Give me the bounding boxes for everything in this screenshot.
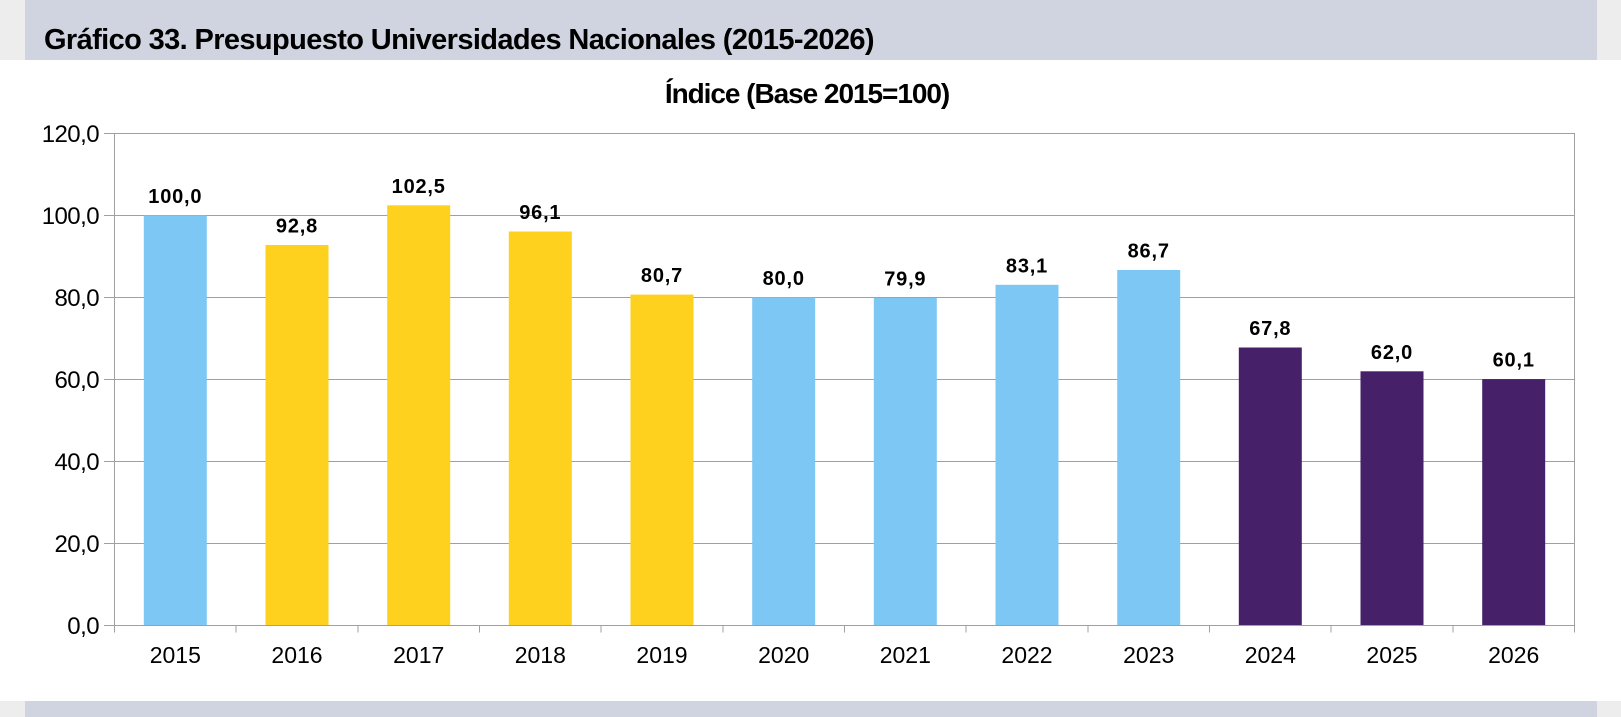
- svg-text:100,0: 100,0: [148, 186, 202, 208]
- svg-text:79,9: 79,9: [884, 268, 926, 290]
- svg-text:2022: 2022: [1001, 642, 1052, 668]
- svg-text:100,0: 100,0: [42, 203, 100, 230]
- svg-text:2021: 2021: [880, 642, 931, 668]
- svg-text:67,8: 67,8: [1249, 318, 1291, 340]
- svg-text:2026: 2026: [1488, 642, 1539, 668]
- svg-text:40,0: 40,0: [54, 449, 99, 476]
- svg-text:2025: 2025: [1366, 642, 1417, 668]
- svg-text:2019: 2019: [636, 642, 687, 668]
- svg-text:60,0: 60,0: [54, 367, 99, 394]
- svg-text:83,1: 83,1: [1006, 255, 1048, 277]
- svg-text:2024: 2024: [1245, 642, 1296, 668]
- svg-text:92,8: 92,8: [276, 216, 318, 238]
- svg-text:86,7: 86,7: [1128, 241, 1170, 263]
- svg-text:Índice (Base 2015=100): Índice (Base 2015=100): [665, 78, 949, 109]
- svg-text:80,0: 80,0: [54, 285, 99, 312]
- svg-text:2020: 2020: [758, 642, 809, 668]
- svg-text:80,0: 80,0: [763, 268, 805, 290]
- svg-text:80,7: 80,7: [641, 265, 683, 287]
- svg-text:62,0: 62,0: [1371, 342, 1413, 364]
- svg-text:96,1: 96,1: [519, 202, 561, 224]
- svg-text:60,1: 60,1: [1493, 350, 1535, 372]
- svg-text:2023: 2023: [1123, 642, 1174, 668]
- svg-text:0,0: 0,0: [67, 613, 99, 640]
- svg-text:20,0: 20,0: [54, 531, 99, 558]
- svg-text:2018: 2018: [515, 642, 566, 668]
- svg-text:120,0: 120,0: [42, 121, 100, 148]
- svg-text:2017: 2017: [393, 642, 444, 668]
- svg-text:2016: 2016: [271, 642, 322, 668]
- svg-text:2015: 2015: [150, 642, 201, 668]
- svg-text:102,5: 102,5: [392, 176, 446, 198]
